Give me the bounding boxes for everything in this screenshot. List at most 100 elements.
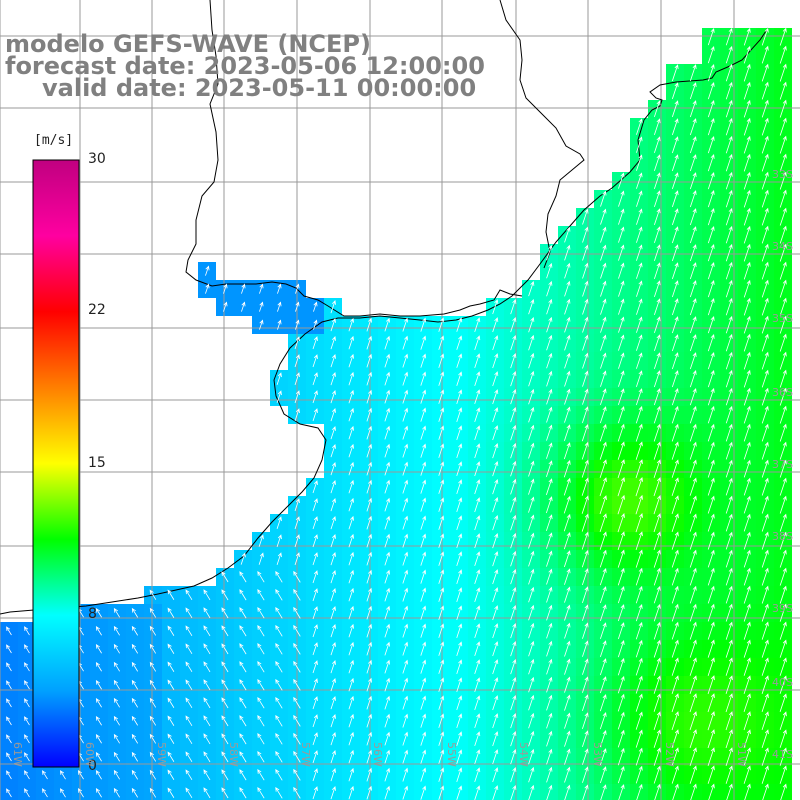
wind-arrow — [743, 405, 751, 424]
lon-label: 60W — [83, 742, 96, 767]
wind-arrow — [600, 784, 607, 800]
wind-arrow — [203, 733, 211, 745]
wind-arrow — [384, 497, 391, 512]
wind-cell — [198, 784, 216, 800]
wind-arrow — [636, 298, 643, 315]
wind-arrow — [438, 677, 445, 692]
wind-arrow — [438, 425, 445, 440]
wind-arrow — [312, 372, 318, 386]
wind-arrow — [636, 370, 643, 388]
wind-arrow — [492, 623, 499, 639]
lat-label: 35S — [772, 312, 793, 325]
wind-arrow — [707, 711, 715, 731]
wind-arrow — [420, 731, 427, 746]
wind-arrow — [779, 765, 787, 784]
wind-arrow — [293, 714, 301, 727]
wind-arrow — [131, 751, 139, 762]
wind-arrow — [581, 495, 589, 514]
wind-arrow — [779, 675, 787, 694]
wind-arrow — [725, 477, 733, 496]
wind-arrow — [743, 585, 751, 604]
wind-arrow — [402, 443, 409, 458]
wind-arrow — [276, 516, 282, 529]
wind-arrow — [492, 461, 499, 477]
wind-arrow — [599, 441, 607, 460]
wind-arrow — [258, 534, 264, 547]
wind-arrow — [528, 352, 535, 369]
wind-arrow — [761, 189, 769, 208]
wind-arrow — [635, 494, 643, 515]
wind-arrow — [653, 531, 661, 550]
wind-arrow — [743, 477, 751, 496]
wind-arrow — [761, 369, 769, 388]
wind-arrow — [528, 514, 535, 531]
wind-arrow — [707, 477, 715, 496]
wind-arrow — [293, 750, 301, 763]
wind-arrow — [24, 644, 30, 654]
wind-arrow — [438, 335, 445, 350]
wind-arrow — [366, 497, 373, 512]
wind-arrow — [761, 531, 769, 550]
wind-arrow — [257, 661, 265, 673]
wind-arrow — [420, 533, 427, 548]
wind-arrow — [384, 317, 391, 332]
wind-arrow — [438, 551, 445, 566]
wind-arrow — [510, 641, 517, 657]
wind-arrow — [707, 28, 715, 46]
wind-arrow — [330, 641, 336, 656]
wind-arrow — [420, 515, 427, 530]
wind-arrow — [725, 333, 733, 352]
wind-arrow — [582, 316, 589, 333]
wind-arrow — [492, 641, 499, 657]
wind-arrow — [348, 443, 354, 458]
wind-arrow — [564, 604, 571, 621]
wind-arrow — [276, 552, 282, 565]
wind-arrow — [239, 715, 247, 727]
wind-arrow — [528, 298, 535, 315]
wind-arrow — [492, 479, 499, 495]
wind-arrow — [761, 135, 769, 154]
wind-arrow — [510, 478, 517, 495]
wind-arrow — [761, 729, 769, 748]
wind-arrow — [725, 567, 733, 586]
wind-arrow — [779, 441, 787, 460]
wind-arrow — [384, 515, 391, 530]
wind-arrow — [725, 243, 733, 262]
wind-arrow — [617, 765, 625, 784]
wind-arrow — [689, 747, 697, 767]
wind-arrow — [474, 605, 481, 621]
wind-arrow — [366, 407, 373, 422]
wind-arrow — [582, 694, 589, 711]
wind-arrow — [707, 513, 715, 532]
wind-arrow — [546, 334, 553, 351]
wind-arrow — [203, 697, 211, 709]
wind-arrow — [761, 261, 769, 280]
wind-arrow — [6, 752, 12, 762]
lat-label: 34S — [772, 240, 793, 253]
wind-arrow — [761, 279, 769, 298]
wind-arrow — [420, 623, 427, 638]
wind-arrow — [312, 606, 318, 620]
wind-arrow — [275, 750, 283, 763]
wind-arrow — [167, 643, 175, 654]
wind-arrow — [131, 733, 139, 744]
wind-arrow — [582, 766, 589, 783]
wind-arrow — [779, 297, 787, 316]
wind-arrow — [761, 441, 769, 460]
wind-arrow — [653, 621, 661, 640]
wind-arrow — [348, 695, 354, 710]
wind-arrow — [761, 603, 769, 622]
wind-arrow — [761, 495, 769, 514]
wind-cell — [72, 784, 90, 800]
wind-arrow — [582, 676, 589, 693]
wind-arrow — [725, 639, 733, 658]
wind-arrow — [420, 605, 427, 620]
wind-arrow — [546, 262, 553, 279]
wind-arrow — [510, 424, 517, 441]
wind-arrow — [654, 334, 661, 351]
wind-arrow — [743, 225, 751, 244]
wind-arrow — [295, 319, 300, 330]
wind-arrow — [653, 567, 661, 586]
wind-arrow — [581, 459, 589, 478]
wind-arrow — [438, 731, 445, 746]
